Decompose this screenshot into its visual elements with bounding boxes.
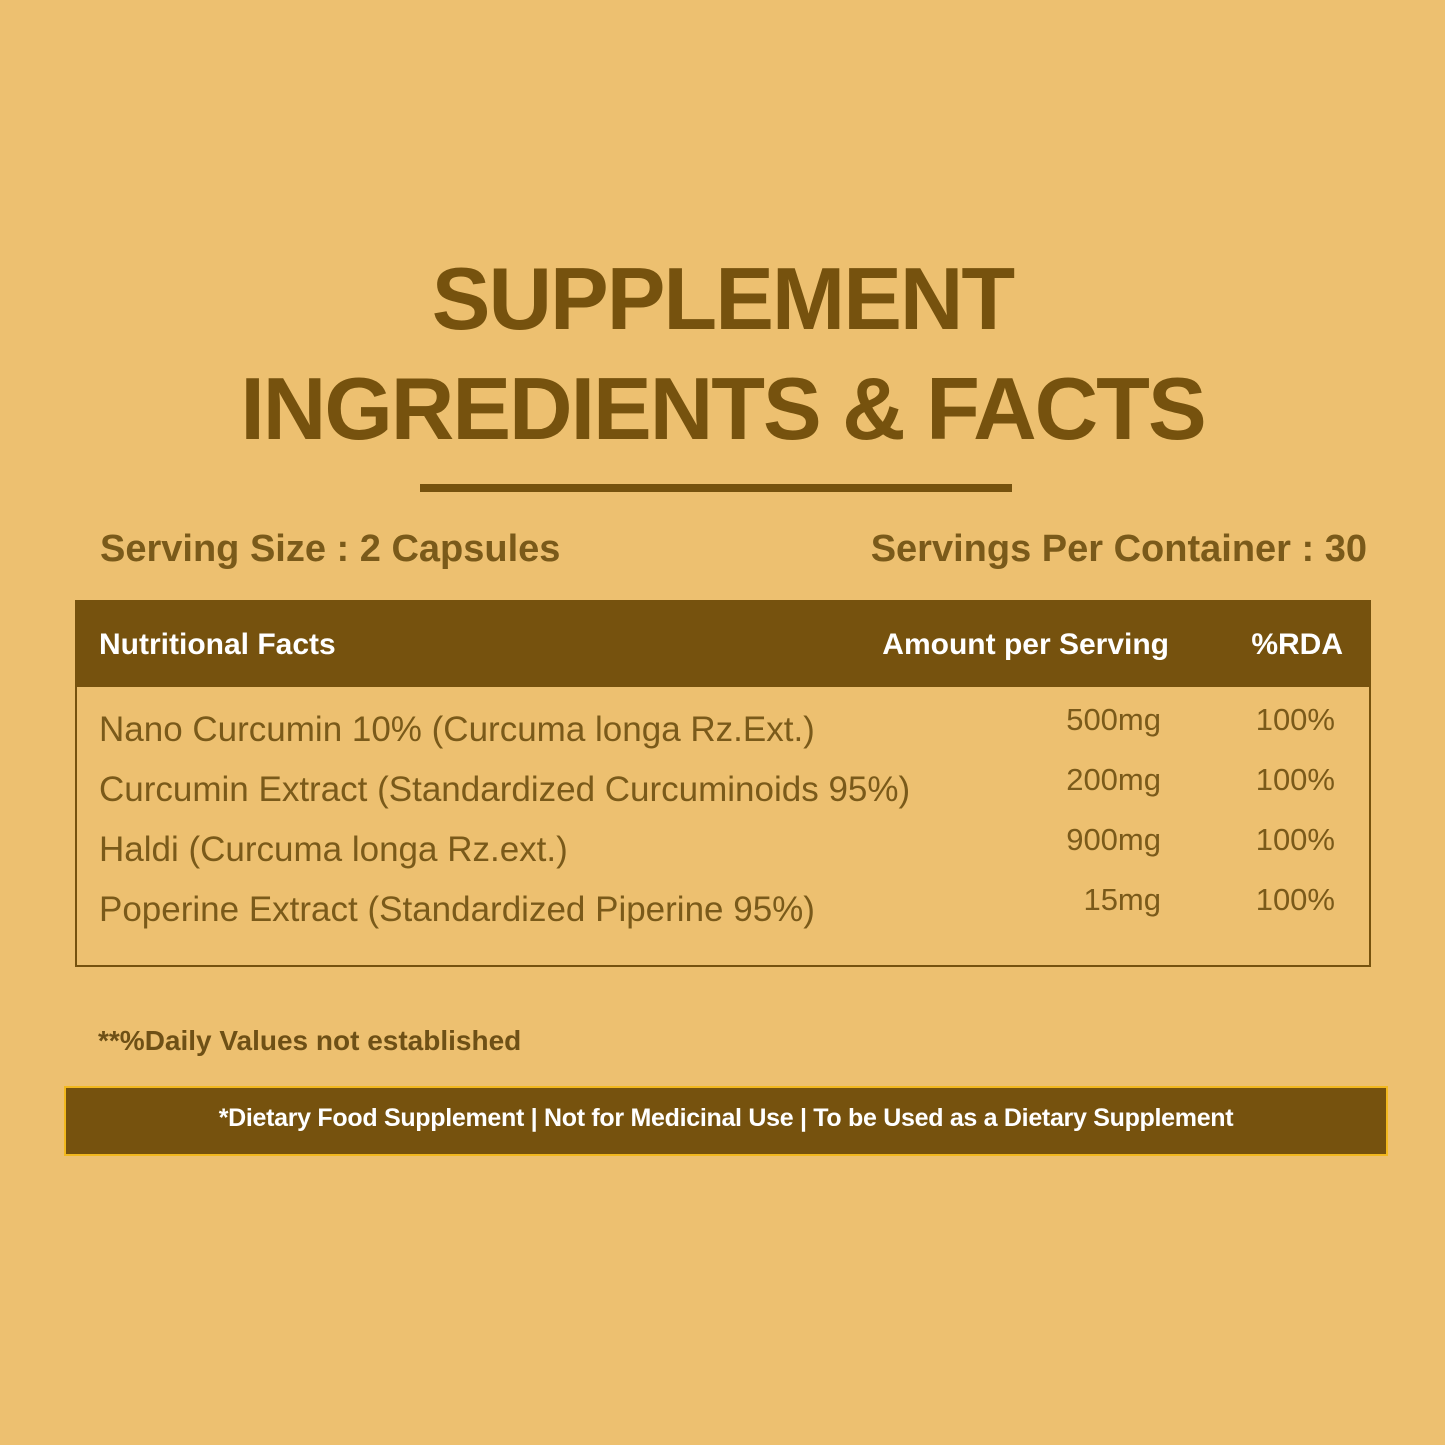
- title-line: INGREDIENTS & FACTS: [240, 359, 1206, 458]
- column-header: %RDA: [1251, 628, 1343, 661]
- servings-per-container: Servings Per Container : 30: [870, 528, 1367, 570]
- banner: *Dietary Food Supplement | Not for Medic…: [64, 1086, 1388, 1156]
- table-cell: 100%: [1255, 702, 1335, 737]
- table-cell: 100%: [1255, 762, 1335, 797]
- table-cell: Poperine Extract (Standardized Piperine …: [99, 890, 815, 929]
- table-cell: Nano Curcumin 10% (Curcuma longa Rz.Ext.…: [99, 710, 815, 749]
- table-cell: 500mg: [1066, 702, 1161, 737]
- title-line: SUPPLEMENT: [431, 249, 1015, 348]
- table-cell: 15mg: [1083, 882, 1161, 917]
- divider: [420, 484, 1012, 492]
- facts-table: Nutritional Facts Amount per Serving %RD…: [75, 600, 1371, 967]
- table-cell: 100%: [1255, 882, 1335, 917]
- table-cell: 200mg: [1066, 762, 1161, 797]
- table-cell: Haldi (Curcuma longa Rz.ext.): [99, 830, 568, 869]
- column-header: Nutritional Facts: [99, 628, 336, 661]
- table-cell: 900mg: [1066, 822, 1161, 857]
- footnote: **%Daily Values not established: [98, 1025, 522, 1056]
- column-header: Amount per Serving: [882, 628, 1169, 661]
- table-cell: Curcumin Extract (Standardized Curcumino…: [99, 770, 911, 809]
- serving-size: Serving Size : 2 Capsules: [100, 528, 561, 570]
- table-header: Nutritional Facts Amount per Serving %RD…: [77, 602, 1369, 687]
- table-cell: 100%: [1255, 822, 1335, 857]
- banner-text: *Dietary Food Supplement | Not for Medic…: [218, 1104, 1234, 1132]
